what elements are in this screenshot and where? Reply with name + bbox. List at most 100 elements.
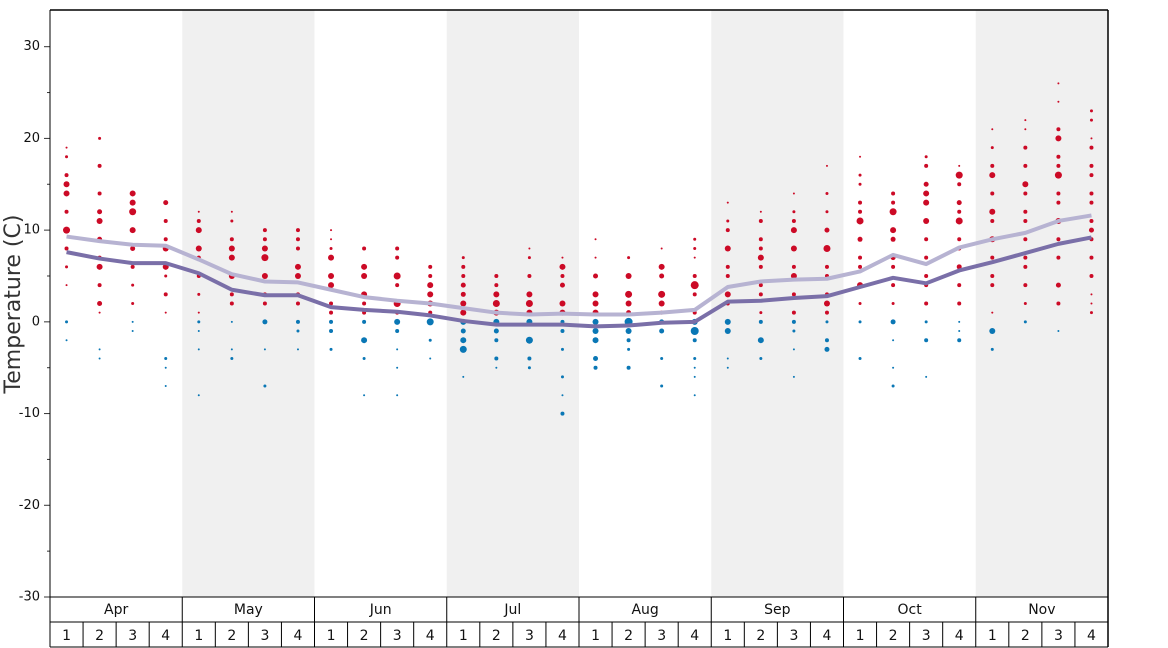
temperature-dot [1089, 311, 1093, 315]
temperature-dot [163, 292, 168, 297]
temperature-dot [891, 264, 896, 269]
temperature-dot [724, 328, 731, 335]
temperature-dot [527, 256, 531, 260]
temperature-dot [97, 301, 103, 306]
temperature-dot [758, 292, 763, 297]
temperature-dot [891, 200, 896, 205]
temperature-dot [593, 273, 599, 279]
temperature-dot [97, 163, 102, 168]
temperature-dot [460, 300, 467, 307]
temperature-dot [991, 128, 994, 131]
temperature-dot [925, 375, 928, 378]
temperature-dot [824, 338, 829, 343]
temperature-dot [262, 301, 267, 306]
temperature-dot [461, 273, 466, 278]
week-label: 1 [459, 628, 468, 644]
temperature-dot [1023, 255, 1028, 260]
temperature-dot [460, 291, 466, 297]
temperature-dot [592, 318, 599, 325]
temperature-dot [129, 227, 136, 234]
y-tick-label: -20 [19, 498, 40, 513]
temperature-dot [990, 191, 995, 196]
temperature-dot [230, 210, 233, 213]
temperature-dot [758, 237, 763, 242]
temperature-dot [262, 228, 267, 233]
temperature-dot [726, 357, 729, 360]
month-label: Aug [631, 602, 658, 618]
temperature-dot [958, 330, 961, 333]
week-label: 2 [889, 628, 898, 644]
temperature-dot [494, 283, 499, 288]
temperature-dot [296, 329, 300, 333]
temperature-dot [923, 181, 929, 187]
temperature-dot [361, 272, 368, 279]
temperature-dot [724, 318, 731, 325]
temperature-dot [64, 246, 69, 251]
temperature-dot [658, 290, 666, 298]
temperature-dot [195, 227, 202, 234]
temperature-dot [65, 339, 68, 342]
temperature-dot [858, 302, 862, 305]
month-label: Oct [898, 602, 923, 618]
temperature-dot [890, 227, 897, 234]
week-label: 4 [1087, 628, 1096, 644]
temperature-dot [559, 300, 566, 307]
temperature-dot [626, 338, 631, 343]
temperature-dot [559, 263, 566, 270]
temperature-dot [163, 237, 168, 242]
temperature-dot [989, 208, 996, 215]
temperature-dot [693, 375, 696, 378]
temperature-dot [1023, 237, 1028, 242]
temperature-dot [63, 181, 70, 188]
temperature-dot [329, 310, 334, 315]
temperature-dot [625, 328, 632, 335]
temperature-dot [726, 219, 730, 223]
temperature-dot [1056, 163, 1061, 168]
temperature-dot [824, 227, 830, 233]
temperature-dot [131, 302, 135, 305]
temperature-dot [295, 246, 300, 251]
temperature-dot [690, 281, 699, 290]
temperature-dot [197, 394, 200, 397]
temperature-dot [164, 274, 168, 278]
temperature-dot [690, 327, 699, 336]
temperature-dot [957, 301, 962, 306]
temperature-dot [892, 339, 895, 342]
temperature-dot [1057, 82, 1060, 85]
temperature-dot [823, 244, 831, 252]
temperature-dot [1056, 200, 1061, 205]
y-tick-label: 20 [23, 131, 40, 146]
temperature-dot [957, 209, 962, 214]
temperature-dot [427, 282, 434, 289]
temperature-dot [230, 357, 234, 361]
temperature-dot [890, 236, 896, 242]
temperature-dot [361, 337, 368, 344]
temperature-dot [131, 330, 134, 333]
week-label: 1 [723, 628, 732, 644]
temperature-dot [625, 300, 632, 307]
temperature-dot [494, 356, 499, 361]
temperature-dot [1088, 227, 1094, 233]
temperature-dot [627, 347, 631, 351]
temperature-dot [791, 310, 796, 315]
temperature-dot [1022, 181, 1029, 188]
temperature-dot [64, 209, 69, 214]
temperature-dot [429, 357, 432, 360]
temperature-dot [328, 282, 335, 289]
temperature-dot [791, 319, 796, 324]
week-label: 4 [294, 628, 303, 644]
temperature-dot [395, 283, 400, 288]
temperature-dot [1090, 137, 1093, 140]
week-label: 1 [591, 628, 600, 644]
week-label: 2 [227, 628, 236, 644]
temperature-dot [228, 254, 235, 261]
temperature-dot [1056, 237, 1061, 242]
temperature-dot [328, 254, 335, 261]
temperature-dot [98, 136, 102, 140]
temperature-dot [758, 319, 763, 324]
temperature-dot [1089, 218, 1094, 223]
temperature-dot [593, 356, 599, 362]
temperature-dot [858, 320, 862, 324]
temperature-dot [1090, 293, 1093, 296]
temperature-dot [426, 318, 434, 326]
